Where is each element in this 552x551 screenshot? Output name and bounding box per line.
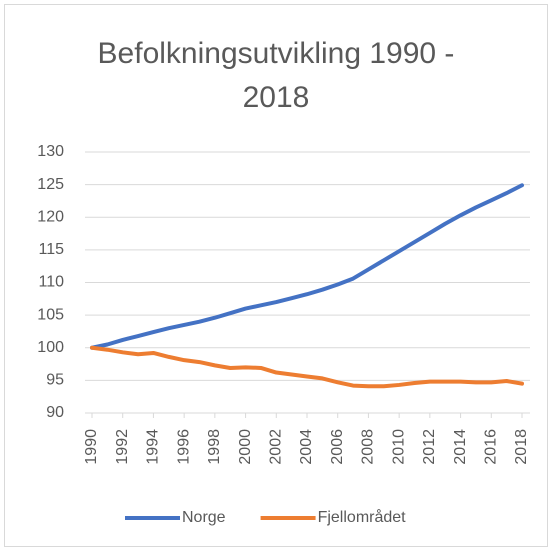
x-tick-label: 2016 bbox=[483, 429, 500, 465]
y-tick-label: 110 bbox=[38, 274, 64, 291]
x-tick-label: 1992 bbox=[114, 429, 131, 465]
chart-title: Befolkningsutvikling 1990 - 2018 bbox=[97, 37, 455, 114]
x-tick-label: 2012 bbox=[421, 429, 438, 465]
series-line bbox=[90, 345, 524, 389]
x-tick-label: 2010 bbox=[390, 429, 407, 465]
y-tick-label: 130 bbox=[37, 143, 64, 160]
x-tick-label: 1990 bbox=[83, 429, 100, 465]
x-tick-label: 2008 bbox=[360, 429, 377, 465]
x-tick-label: 2006 bbox=[329, 429, 346, 465]
y-tick-label: 95 bbox=[46, 372, 64, 389]
y-tick-label: 90 bbox=[46, 404, 64, 421]
y-tick-label: 125 bbox=[37, 176, 64, 193]
x-tick-label: 1998 bbox=[206, 429, 223, 465]
x-tick-label: 1994 bbox=[145, 429, 162, 465]
x-tick-label: 2014 bbox=[452, 429, 469, 465]
x-tick-label: 2018 bbox=[513, 429, 530, 465]
y-tick-label: 115 bbox=[38, 241, 64, 258]
x-tick-label: 2000 bbox=[237, 429, 254, 465]
legend-label: Norge bbox=[182, 509, 226, 526]
series-line bbox=[90, 183, 524, 350]
legend-label: Fjellområdet bbox=[318, 508, 407, 526]
chart-border bbox=[4, 4, 548, 547]
y-tick-label: 100 bbox=[37, 339, 64, 356]
x-tick-label: 1996 bbox=[175, 429, 192, 465]
x-tick-label: 2004 bbox=[298, 429, 315, 465]
y-tick-label: 105 bbox=[37, 306, 64, 323]
y-tick-label: 120 bbox=[37, 208, 64, 225]
title-box: Befolkningsutvikling 1990 - 2018 bbox=[0, 32, 552, 120]
x-tick-label: 2002 bbox=[268, 429, 285, 465]
